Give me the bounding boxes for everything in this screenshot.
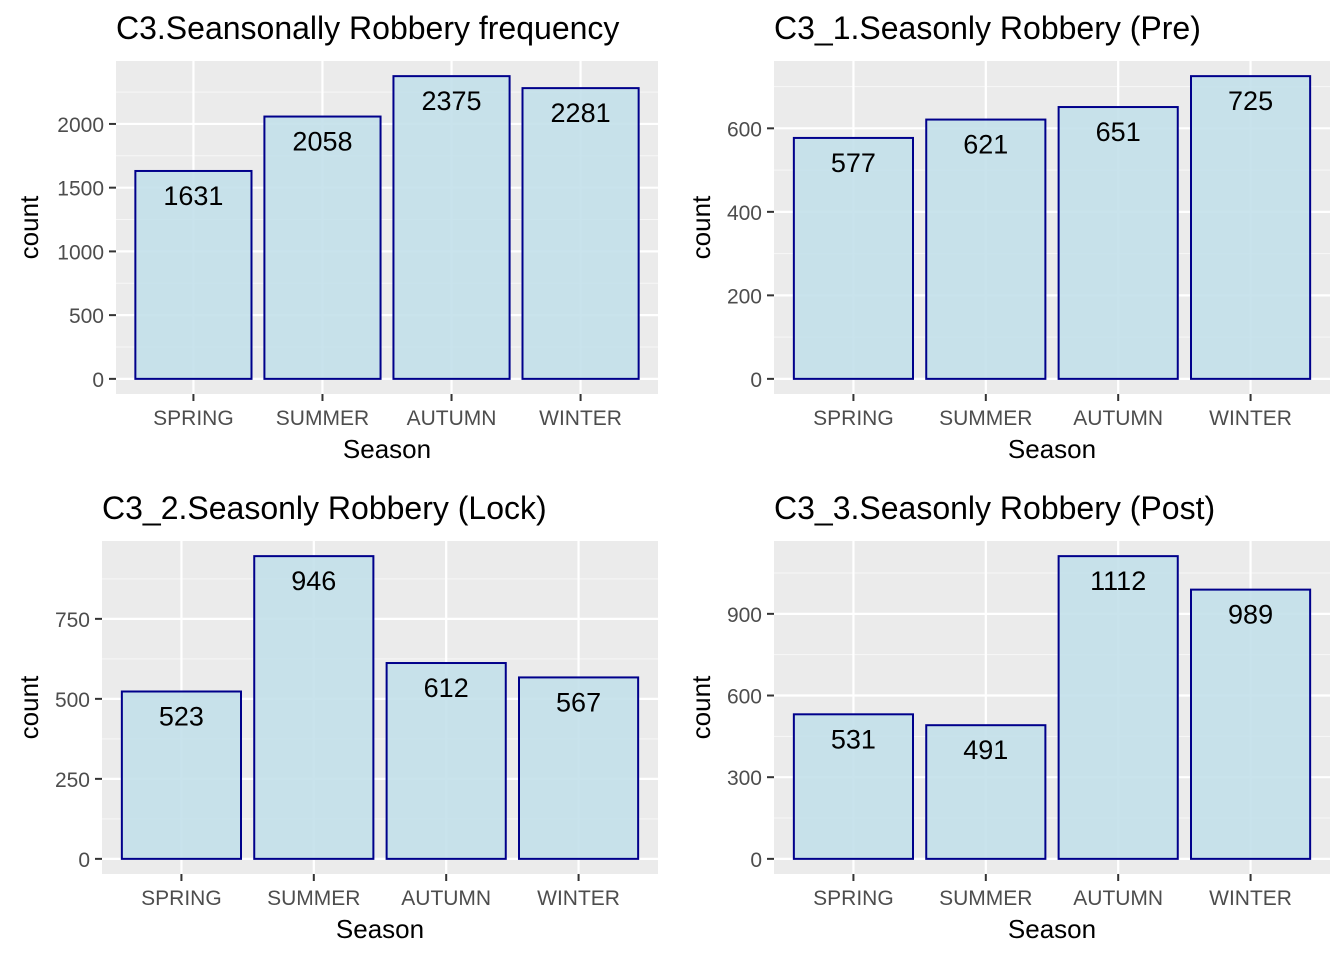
data-label-spring: 523 bbox=[159, 701, 204, 731]
bar-chart-svg: 0 250 500 750 523 SPRING 946 SUMMER 612 AUTUMN 567… bbox=[14, 541, 658, 944]
bar-autumn bbox=[385, 662, 507, 860]
x-axis-title: Season bbox=[343, 434, 431, 464]
bar-chart-svg: 0 500 1000 1500 2000 1631 SPRING 2058 SUMMER 2375… bbox=[14, 61, 658, 464]
x-axis-title: Season bbox=[1008, 434, 1096, 464]
data-label-autumn: 2375 bbox=[421, 86, 481, 116]
bar-winter bbox=[1190, 75, 1312, 380]
y-tick-label: 2000 bbox=[57, 114, 104, 137]
chart-panel-seasonal-lock: C3_2.Seasonly Robbery (Lock) 0 250 500 750 5… bbox=[0, 480, 672, 960]
x-tick-label-spring: SPRING bbox=[141, 887, 222, 910]
y-axis-title: count bbox=[686, 195, 716, 259]
y-tick-label: 250 bbox=[55, 769, 90, 792]
data-label-autumn: 651 bbox=[1096, 117, 1141, 147]
y-tick-label: 300 bbox=[727, 767, 762, 790]
x-tick-label-summer: SUMMER bbox=[939, 887, 1032, 910]
x-axis-title: Season bbox=[1008, 914, 1096, 944]
bar-autumn bbox=[1057, 555, 1179, 860]
y-axis-title: count bbox=[686, 675, 716, 739]
x-tick-label-summer: SUMMER bbox=[267, 887, 360, 910]
data-label-summer: 621 bbox=[963, 130, 1008, 160]
bar-autumn bbox=[1057, 106, 1179, 380]
y-tick-label: 200 bbox=[727, 285, 762, 308]
y-tick-label: 400 bbox=[727, 202, 762, 225]
y-tick-label: 0 bbox=[78, 849, 90, 872]
bar-winter bbox=[518, 676, 640, 860]
x-axis-title: Season bbox=[336, 914, 424, 944]
y-axis-title: count bbox=[14, 675, 44, 739]
x-tick-label-winter: WINTER bbox=[539, 407, 622, 430]
x-tick-label-autumn: AUTUMN bbox=[1073, 407, 1163, 430]
x-tick-label-autumn: AUTUMN bbox=[401, 887, 491, 910]
data-label-winter: 989 bbox=[1228, 600, 1273, 630]
y-tick-label: 750 bbox=[55, 609, 90, 632]
data-label-autumn: 1112 bbox=[1090, 566, 1146, 596]
bar-summer bbox=[925, 118, 1047, 380]
x-tick-label-summer: SUMMER bbox=[276, 407, 369, 430]
data-label-summer: 491 bbox=[963, 735, 1008, 765]
x-tick-label-winter: WINTER bbox=[1209, 407, 1292, 430]
y-axis-title: count bbox=[14, 195, 44, 259]
x-tick-label-autumn: AUTUMN bbox=[1073, 887, 1163, 910]
x-tick-label-spring: SPRING bbox=[813, 407, 894, 430]
chart-title: C3.Seansonally Robbery frequency bbox=[116, 10, 620, 46]
data-label-summer: 946 bbox=[291, 566, 336, 596]
data-label-winter: 567 bbox=[556, 687, 601, 717]
y-tick-label: 500 bbox=[69, 305, 104, 328]
data-label-spring: 531 bbox=[831, 724, 876, 754]
bar-spring bbox=[120, 690, 242, 860]
data-label-autumn: 612 bbox=[424, 673, 469, 703]
y-tick-label: 0 bbox=[750, 369, 762, 392]
y-tick-label: 0 bbox=[92, 369, 104, 392]
y-tick-label: 0 bbox=[750, 849, 762, 872]
y-tick-label: 1500 bbox=[57, 178, 104, 201]
y-tick-label: 600 bbox=[727, 118, 762, 141]
bar-winter bbox=[1190, 588, 1312, 860]
y-tick-label: 1000 bbox=[57, 241, 104, 264]
data-label-spring: 1631 bbox=[163, 181, 223, 211]
bar-summer bbox=[263, 115, 382, 380]
y-tick-label: 500 bbox=[55, 689, 90, 712]
x-tick-label-winter: WINTER bbox=[537, 887, 620, 910]
x-tick-label-spring: SPRING bbox=[153, 407, 234, 430]
chart-title: C3_2.Seasonly Robbery (Lock) bbox=[102, 490, 547, 526]
x-tick-label-summer: SUMMER bbox=[939, 407, 1032, 430]
bar-spring bbox=[134, 169, 253, 380]
data-label-summer: 2058 bbox=[292, 127, 352, 157]
bar-spring bbox=[792, 713, 914, 860]
bar-autumn bbox=[392, 75, 511, 380]
data-label-winter: 725 bbox=[1228, 86, 1273, 116]
bar-winter bbox=[521, 87, 640, 380]
y-tick-label: 900 bbox=[727, 604, 762, 627]
chart-panel-seasonal-pre: C3_1.Seasonly Robbery (Pre) 0 200 400 600 57… bbox=[672, 0, 1344, 480]
bar-spring bbox=[792, 136, 914, 380]
chart-title: C3_3.Seasonly Robbery (Post) bbox=[774, 490, 1216, 526]
x-tick-label-autumn: AUTUMN bbox=[407, 407, 497, 430]
data-label-spring: 577 bbox=[831, 148, 876, 178]
bar-summer bbox=[925, 724, 1047, 860]
data-label-winter: 2281 bbox=[551, 98, 611, 128]
x-tick-label-winter: WINTER bbox=[1209, 887, 1292, 910]
chart-title: C3_1.Seasonly Robbery (Pre) bbox=[774, 10, 1201, 46]
bar-chart-svg: 0 200 400 600 577 SPRING 621 SUMMER 651 AUTUMN 725… bbox=[686, 61, 1330, 464]
y-tick-label: 600 bbox=[727, 686, 762, 709]
x-tick-label-spring: SPRING bbox=[813, 887, 894, 910]
chart-panel-seasonal-total: C3.Seansonally Robbery frequency 0 500 100… bbox=[0, 0, 672, 480]
bar-chart-svg: 0 300 600 900 531 SPRING 491 SUMMER 1112 AUTUMN 98… bbox=[686, 541, 1330, 944]
chart-panel-seasonal-post: C3_3.Seasonly Robbery (Post) 0 300 600 900 5… bbox=[672, 480, 1344, 960]
bar-summer bbox=[253, 555, 375, 860]
